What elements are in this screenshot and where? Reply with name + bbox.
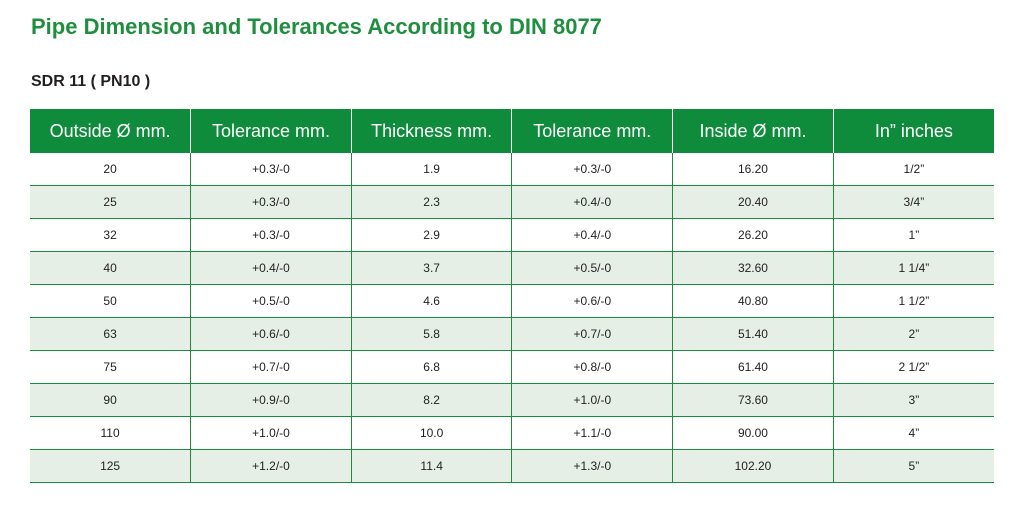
- header-inside-diameter: Inside Ø mm.: [672, 109, 834, 153]
- cell-thickness: 11.4: [350, 449, 512, 483]
- cell-outside-tolerance: +0.9/-0: [190, 383, 352, 417]
- cell-inside-diameter: 90.00: [672, 416, 834, 450]
- cell-thickness: 2.9: [350, 218, 512, 252]
- table-row: 125 +1.2/-0 11.4 +1.3/-0 102.20 5”: [30, 449, 994, 483]
- table-row: 90 +0.9/-0 8.2 +1.0/-0 73.60 3”: [30, 383, 994, 417]
- cell-thickness-tolerance: +1.0/-0: [511, 383, 673, 417]
- cell-thickness-tolerance: +0.4/-0: [511, 185, 673, 219]
- cell-inches: 3/4”: [832, 185, 994, 219]
- table-body: 20 +0.3/-0 1.9 +0.3/-0 16.20 1/2” 25 +0.3/-0 2.3…: [30, 153, 994, 483]
- header-row: Outside Ø mm. Tolerance mm. Thickness mm…: [30, 109, 994, 153]
- cell-outside-diameter: 63: [30, 317, 191, 351]
- dimension-table: Outside Ø mm. Tolerance mm. Thickness mm…: [30, 109, 994, 483]
- cell-inches: 3”: [832, 383, 994, 417]
- header-outside-tolerance: Tolerance mm.: [190, 109, 352, 153]
- cell-inches: 2”: [832, 317, 994, 351]
- cell-outside-diameter: 110: [30, 416, 191, 450]
- cell-thickness: 6.8: [350, 350, 512, 384]
- cell-outside-diameter: 32: [30, 218, 191, 252]
- cell-inches: 1 1/2”: [832, 284, 994, 318]
- cell-outside-diameter: 75: [30, 350, 191, 384]
- table-row: 63 +0.6/-0 5.8 +0.7/-0 51.40 2”: [30, 317, 994, 351]
- cell-inside-diameter: 73.60: [672, 383, 834, 417]
- cell-thickness-tolerance: +1.1/-0: [511, 416, 673, 450]
- cell-inside-diameter: 102.20: [672, 449, 834, 483]
- cell-inches: 1/2”: [832, 153, 994, 186]
- cell-thickness: 2.3: [350, 185, 512, 219]
- cell-thickness: 10.0: [350, 416, 512, 450]
- cell-inside-diameter: 26.20: [672, 218, 834, 252]
- table-row: 110 +1.0/-0 10.0 +1.1/-0 90.00 4”: [30, 416, 994, 450]
- cell-outside-tolerance: +0.4/-0: [190, 251, 352, 285]
- cell-outside-tolerance: +0.3/-0: [190, 185, 352, 219]
- cell-outside-tolerance: +0.3/-0: [190, 153, 352, 186]
- cell-inside-diameter: 61.40: [672, 350, 834, 384]
- cell-outside-diameter: 90: [30, 383, 191, 417]
- table-subtitle: SDR 11 ( PN10 ): [31, 73, 151, 90]
- cell-inches: 5”: [832, 449, 994, 483]
- cell-outside-tolerance: +0.7/-0: [190, 350, 352, 384]
- cell-outside-tolerance: +1.0/-0: [190, 416, 352, 450]
- table-header: Outside Ø mm. Tolerance mm. Thickness mm…: [30, 109, 994, 153]
- cell-thickness: 4.6: [350, 284, 512, 318]
- cell-outside-tolerance: +0.3/-0: [190, 218, 352, 252]
- cell-outside-tolerance: +0.5/-0: [190, 284, 352, 318]
- cell-inside-diameter: 40.80: [672, 284, 834, 318]
- cell-outside-diameter: 25: [30, 185, 191, 219]
- cell-thickness: 8.2: [350, 383, 512, 417]
- cell-inside-diameter: 16.20: [672, 153, 834, 186]
- cell-thickness-tolerance: +0.3/-0: [511, 153, 673, 186]
- cell-inside-diameter: 32.60: [672, 251, 834, 285]
- table-row: 20 +0.3/-0 1.9 +0.3/-0 16.20 1/2”: [30, 153, 994, 186]
- cell-outside-tolerance: +1.2/-0: [190, 449, 352, 483]
- cell-inside-diameter: 20.40: [672, 185, 834, 219]
- cell-inches: 1 1/4”: [832, 251, 994, 285]
- cell-thickness-tolerance: +0.6/-0: [511, 284, 673, 318]
- cell-thickness-tolerance: +0.8/-0: [511, 350, 673, 384]
- cell-inside-diameter: 51.40: [672, 317, 834, 351]
- header-thickness: Thickness mm.: [350, 109, 512, 153]
- header-thickness-tolerance: Tolerance mm.: [511, 109, 673, 153]
- cell-thickness: 5.8: [350, 317, 512, 351]
- cell-outside-diameter: 40: [30, 251, 191, 285]
- cell-outside-diameter: 50: [30, 284, 191, 318]
- page-title: Pipe Dimension and Tolerances According …: [31, 14, 602, 39]
- cell-thickness-tolerance: +0.7/-0: [511, 317, 673, 351]
- table-row: 40 +0.4/-0 3.7 +0.5/-0 32.60 1 1/4”: [30, 251, 994, 285]
- cell-thickness: 1.9: [350, 153, 512, 186]
- header-inches: In” inches: [832, 109, 994, 153]
- table-row: 25 +0.3/-0 2.3 +0.4/-0 20.40 3/4”: [30, 185, 994, 219]
- cell-inches: 1”: [832, 218, 994, 252]
- cell-outside-diameter: 125: [30, 449, 191, 483]
- cell-thickness-tolerance: +0.4/-0: [511, 218, 673, 252]
- cell-thickness: 3.7: [350, 251, 512, 285]
- cell-inches: 4”: [832, 416, 994, 450]
- table-row: 32 +0.3/-0 2.9 +0.4/-0 26.20 1”: [30, 218, 994, 252]
- table-row: 50 +0.5/-0 4.6 +0.6/-0 40.80 1 1/2”: [30, 284, 994, 318]
- cell-inches: 2 1/2”: [832, 350, 994, 384]
- cell-outside-tolerance: +0.6/-0: [190, 317, 352, 351]
- cell-thickness-tolerance: +1.3/-0: [511, 449, 673, 483]
- header-outside-diameter: Outside Ø mm.: [30, 109, 191, 153]
- cell-thickness-tolerance: +0.5/-0: [511, 251, 673, 285]
- cell-outside-diameter: 20: [30, 153, 191, 186]
- table-row: 75 +0.7/-0 6.8 +0.8/-0 61.40 2 1/2”: [30, 350, 994, 384]
